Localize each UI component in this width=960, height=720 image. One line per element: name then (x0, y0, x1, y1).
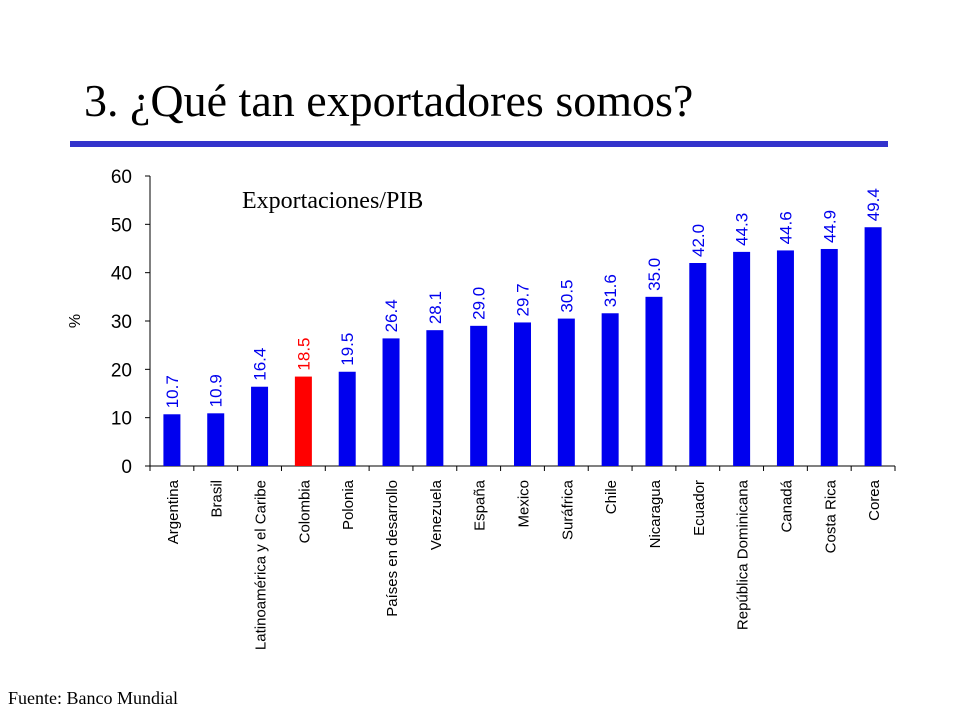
chart-title: Exportaciones/PIB (242, 188, 423, 214)
chart-bars (163, 227, 882, 466)
title-rule (70, 141, 888, 147)
bar (733, 251, 751, 466)
y-tick-label: 20 (111, 360, 132, 381)
y-tick-label: 40 (111, 264, 132, 285)
slide-title: 3. ¿Qué tan exportadores somos? (84, 75, 694, 126)
bar (776, 250, 794, 466)
bar-value-label: 29.7 (514, 283, 533, 316)
bar (864, 227, 882, 466)
bar (163, 414, 181, 466)
y-tick-label: 60 (111, 167, 132, 188)
y-tick-label: 10 (111, 409, 132, 430)
y-axis-label: % (67, 314, 84, 328)
bar (382, 338, 400, 466)
x-tick-label: Venezuela (428, 479, 445, 550)
bar-value-label: 49.4 (864, 188, 883, 221)
x-tick-label: Latinoamérica y el Caribe (253, 480, 270, 650)
bar (645, 296, 663, 466)
bar (689, 263, 707, 466)
x-tick-label: Polonia (340, 479, 357, 530)
x-tick-label: Argentina (165, 479, 182, 544)
x-tick-label: Costa Rica (822, 479, 839, 553)
bar (338, 371, 356, 466)
bar (557, 318, 575, 466)
bar (514, 322, 531, 466)
bar (207, 413, 225, 466)
bar-value-label: 10.7 (163, 375, 182, 408)
bar-value-label: 16.4 (251, 348, 270, 381)
source-note: Fuente: Banco Mundial (8, 688, 178, 708)
bar-value-label: 44.3 (733, 213, 752, 246)
y-tick-label: 50 (111, 215, 132, 236)
x-tick-label: República Dominicana (735, 479, 752, 630)
x-tick-label: Países en desarrollo (384, 480, 401, 617)
x-tick-label: Ecuador (691, 480, 708, 536)
bar-value-label: 18.5 (294, 337, 313, 370)
x-tick-label: Suráfrica (559, 479, 576, 540)
bar (820, 248, 838, 466)
bar-value-label: 42.0 (689, 224, 708, 257)
bar (601, 313, 619, 466)
bar-value-label: 19.5 (338, 333, 357, 366)
bar (251, 386, 269, 466)
bar (426, 330, 444, 466)
bar-value-label: 35.0 (645, 258, 664, 291)
bar-value-label: 29.0 (470, 287, 489, 320)
bar-value-label: 10.9 (207, 374, 226, 407)
bar (294, 376, 312, 466)
x-tick-label: Canadá (778, 479, 795, 532)
bar-value-label: 28.1 (426, 291, 445, 324)
y-tick-label: 30 (111, 312, 132, 333)
x-tick-label: Mexico (516, 480, 533, 528)
y-tick-label: 0 (121, 457, 132, 478)
chart-labels: 10.7 Argentina 10.9 Brasil 16.4 Latinoamérica… (163, 188, 883, 650)
chart-axes: 0 10 20 30 40 50 60 (111, 167, 896, 478)
x-tick-label: Chile (603, 480, 620, 514)
bar (470, 325, 488, 466)
bar-value-label: 31.6 (601, 274, 620, 307)
x-tick-label: España (472, 479, 489, 531)
bar-value-label: 44.6 (776, 211, 795, 244)
x-tick-label: Brasil (209, 480, 226, 518)
x-tick-label: Corea (866, 479, 883, 521)
bar-value-label: 44.9 (820, 210, 839, 243)
x-tick-label: Colombia (296, 479, 313, 543)
x-tick-label: Nicaragua (647, 479, 664, 548)
bar-value-label: 30.5 (557, 279, 576, 312)
bar-value-label: 26.4 (382, 299, 401, 332)
